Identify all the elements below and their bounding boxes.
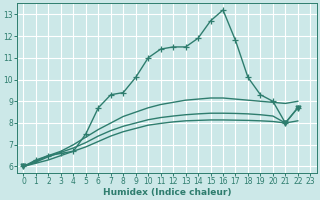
X-axis label: Humidex (Indice chaleur): Humidex (Indice chaleur) <box>103 188 231 197</box>
